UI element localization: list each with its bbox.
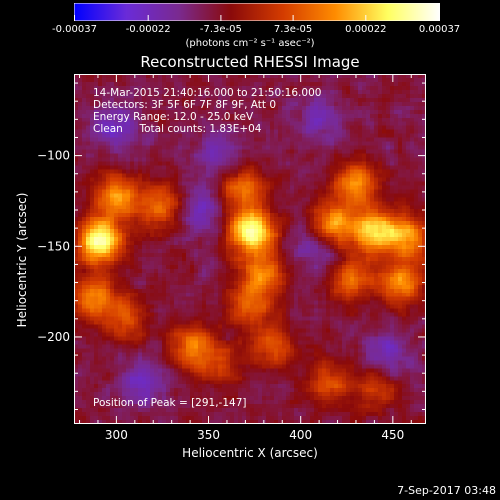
overlay-clean-counts: Clean Total counts: 1.83E+04 bbox=[93, 123, 262, 135]
footer-date: 7-Sep-2017 03:48 bbox=[397, 484, 496, 497]
plot-frame bbox=[74, 74, 426, 424]
overlay-time-range: 14-Mar-2015 21:40:16.000 to 21:50:16.000 bbox=[93, 87, 322, 99]
x-tick-label: 450 bbox=[381, 428, 404, 442]
colorbar-ticks bbox=[74, 15, 440, 21]
colorbar-units: (photons cm⁻² s⁻¹ asec⁻²) bbox=[185, 38, 315, 49]
x-tick-label: 400 bbox=[289, 428, 312, 442]
overlay-peak-position: Position of Peak = [291,-147] bbox=[93, 397, 247, 409]
x-axis-label: Heliocentric X (arcsec) bbox=[182, 446, 318, 460]
colorbar-tick-label: -7.3e-05 bbox=[199, 24, 242, 35]
y-axis-label: Heliocentric Y (arcsec) bbox=[15, 192, 29, 328]
x-tick-label: 350 bbox=[197, 428, 220, 442]
y-tick-label: −100 bbox=[37, 149, 70, 163]
heatmap-image bbox=[74, 74, 426, 424]
y-tick-label: −150 bbox=[37, 239, 70, 253]
colorbar-gradient bbox=[74, 3, 440, 21]
colorbar-tick-label: -0.00037 bbox=[52, 24, 97, 35]
overlay-energy-range: Energy Range: 12.0 - 25.0 keV bbox=[93, 111, 254, 123]
overlay-detectors: Detectors: 3F 5F 6F 7F 8F 9F, Att 0 bbox=[93, 99, 277, 111]
x-tick-label: 300 bbox=[105, 428, 128, 442]
colorbar-tick-label: -0.00022 bbox=[125, 24, 171, 35]
y-tick-label: −200 bbox=[37, 330, 70, 344]
colorbar-tick-label: 0.00022 bbox=[345, 24, 387, 35]
colorbar-tick-label: 0.00037 bbox=[418, 24, 461, 35]
colorbar bbox=[74, 3, 440, 21]
colorbar-tick-label: 7.3e-05 bbox=[273, 24, 313, 35]
plot-area bbox=[74, 74, 426, 424]
chart-title: Reconstructed RHESSI Image bbox=[140, 53, 360, 71]
